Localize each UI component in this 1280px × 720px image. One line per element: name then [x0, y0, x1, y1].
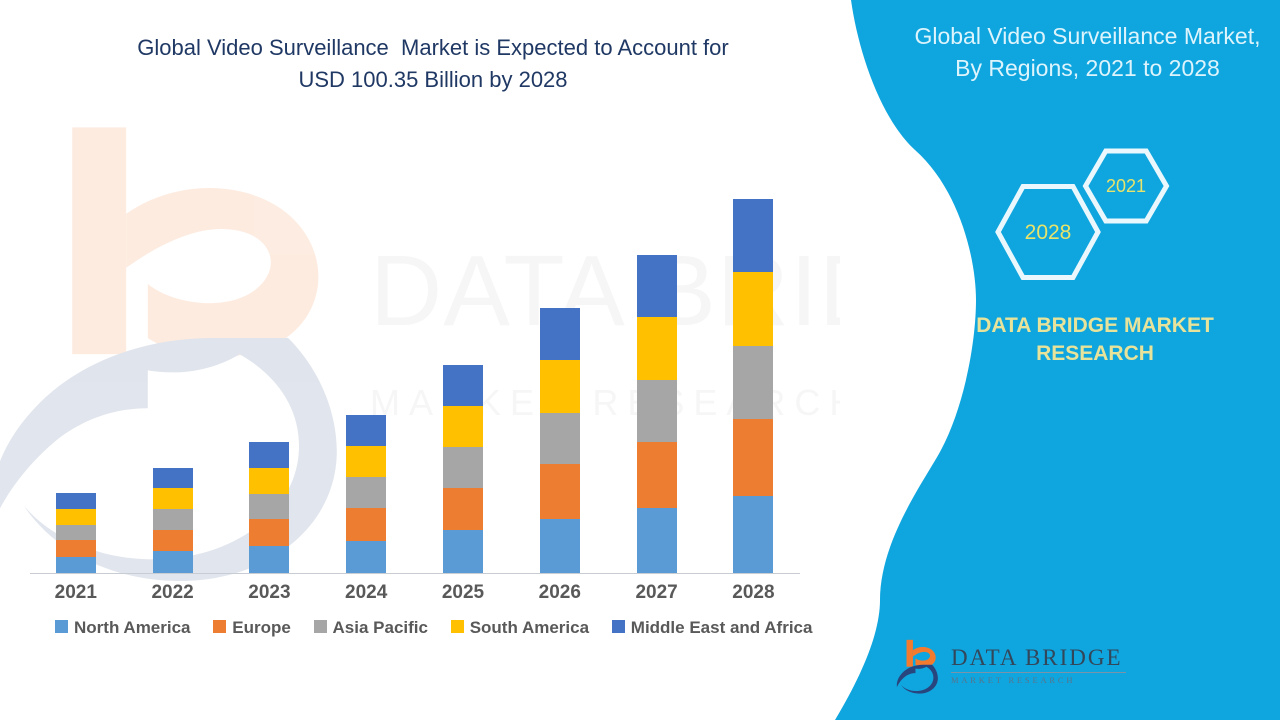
svg-text:2021: 2021	[1106, 176, 1146, 196]
svg-text:2028: 2028	[1025, 221, 1072, 244]
